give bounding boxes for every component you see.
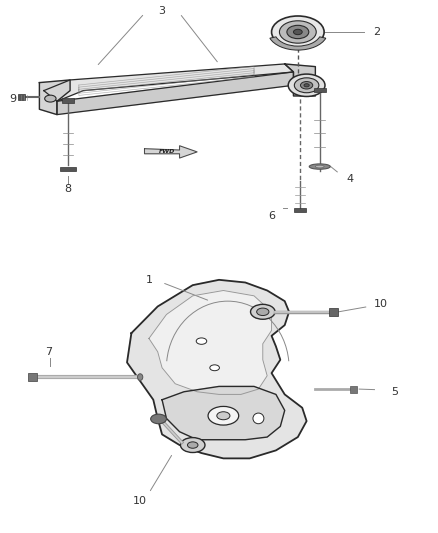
Text: 4: 4 xyxy=(347,174,354,183)
Circle shape xyxy=(217,411,230,420)
Circle shape xyxy=(45,95,56,102)
Polygon shape xyxy=(57,72,293,115)
Polygon shape xyxy=(127,280,307,458)
Polygon shape xyxy=(162,386,285,440)
Circle shape xyxy=(287,25,309,39)
Circle shape xyxy=(288,74,325,96)
Polygon shape xyxy=(44,64,293,101)
FancyBboxPatch shape xyxy=(28,373,37,382)
Circle shape xyxy=(293,29,302,35)
Text: 9: 9 xyxy=(10,94,17,103)
Circle shape xyxy=(251,304,275,319)
Bar xyxy=(294,208,306,212)
Bar xyxy=(18,94,25,100)
Bar xyxy=(329,308,338,316)
Text: 10: 10 xyxy=(133,496,147,506)
Circle shape xyxy=(257,308,269,316)
Ellipse shape xyxy=(315,165,324,168)
Text: FWD: FWD xyxy=(159,149,176,154)
Text: 10: 10 xyxy=(374,299,388,309)
Circle shape xyxy=(196,338,207,344)
Circle shape xyxy=(304,84,309,87)
Ellipse shape xyxy=(309,164,330,169)
Ellipse shape xyxy=(253,413,264,424)
Text: 8: 8 xyxy=(64,184,71,194)
Circle shape xyxy=(208,406,239,425)
Bar xyxy=(60,167,76,171)
Circle shape xyxy=(210,365,219,371)
Text: 1: 1 xyxy=(145,275,152,285)
Text: 5: 5 xyxy=(391,387,398,397)
Polygon shape xyxy=(285,64,315,96)
Text: 2: 2 xyxy=(373,27,380,37)
Bar xyxy=(62,98,74,102)
Circle shape xyxy=(272,16,324,48)
Circle shape xyxy=(180,438,205,453)
Text: 7: 7 xyxy=(45,347,52,357)
Circle shape xyxy=(279,21,316,43)
Wedge shape xyxy=(270,37,326,50)
Text: 3: 3 xyxy=(159,6,166,15)
Circle shape xyxy=(151,414,166,424)
Polygon shape xyxy=(39,80,70,115)
Circle shape xyxy=(300,82,313,89)
Polygon shape xyxy=(145,146,197,158)
Text: 6: 6 xyxy=(268,211,275,221)
Circle shape xyxy=(187,442,198,448)
Circle shape xyxy=(294,78,319,93)
Bar xyxy=(314,87,326,92)
Polygon shape xyxy=(149,290,272,394)
Ellipse shape xyxy=(138,374,143,381)
Bar xyxy=(350,386,357,392)
